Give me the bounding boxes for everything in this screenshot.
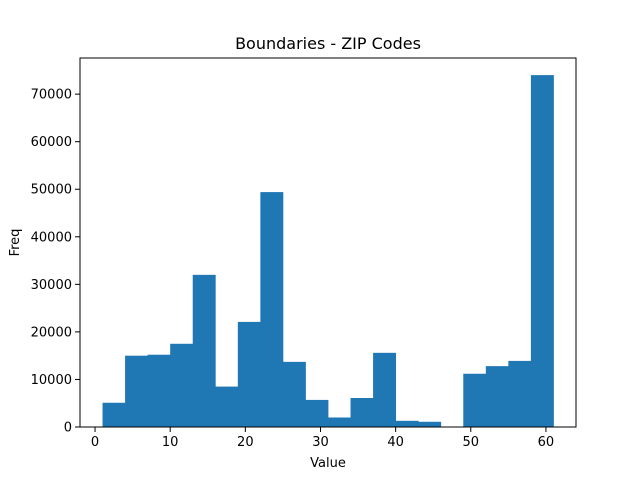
x-tick-label: 30	[312, 435, 329, 450]
histogram-bar	[260, 192, 284, 427]
histogram-bar	[237, 321, 261, 427]
histogram-bar	[305, 399, 329, 427]
histogram-bar	[508, 360, 532, 427]
histogram-bar	[215, 386, 239, 427]
histogram-bar	[328, 417, 351, 427]
y-tick-label: 20000	[31, 325, 72, 340]
histogram-bar	[373, 352, 397, 427]
x-axis-ticks: 0 10 20 30 40 50 60	[91, 427, 554, 450]
x-axis-label: Value	[310, 456, 346, 471]
y-tick-label: 0	[64, 421, 72, 436]
histogram-bar	[350, 397, 374, 427]
histogram-bar	[395, 420, 419, 427]
histogram-bar	[147, 354, 171, 427]
chart-title: Boundaries - ZIP Codes	[235, 34, 421, 53]
y-tick-label: 40000	[31, 230, 72, 245]
bars-group	[102, 75, 554, 427]
y-axis-ticks: 0 10000 20000 30000 40000 50000 60000 70000	[31, 88, 80, 436]
y-tick-label: 50000	[31, 183, 72, 198]
histogram-bar	[125, 355, 149, 427]
histogram-bar	[463, 373, 487, 427]
histogram-bar	[485, 366, 509, 427]
plot-frame	[79, 57, 577, 428]
histogram-bar	[530, 75, 554, 427]
x-tick-label: 10	[162, 435, 179, 450]
y-tick-label: 10000	[31, 373, 72, 388]
histogram-bar	[170, 343, 194, 427]
histogram-bar	[192, 274, 216, 427]
x-tick-label: 40	[387, 435, 404, 450]
histogram-bar	[282, 361, 306, 427]
x-tick-label: 20	[237, 435, 254, 450]
histogram-bar	[418, 421, 442, 427]
y-tick-label: 30000	[31, 278, 72, 293]
y-axis-label: Freq	[8, 229, 23, 257]
y-tick-label: 70000	[31, 88, 72, 103]
histogram-bar	[102, 402, 126, 427]
x-tick-label: 50	[463, 435, 480, 450]
x-tick-label: 0	[91, 435, 99, 450]
x-tick-label: 60	[538, 435, 555, 450]
y-tick-label: 60000	[31, 135, 72, 150]
